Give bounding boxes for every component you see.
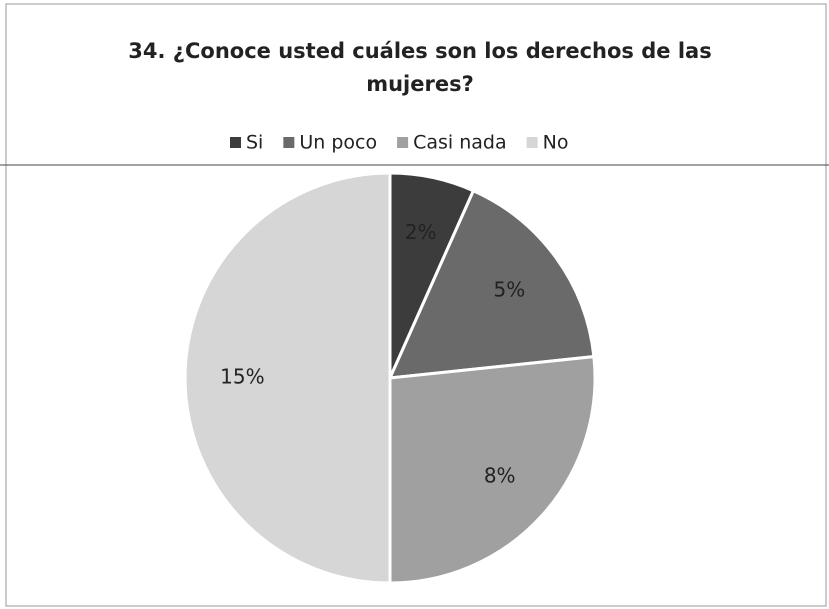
legend: Si Un poco Casi nada No	[230, 132, 568, 154]
data-label: 8%	[484, 463, 516, 487]
legend-label: Un poco	[299, 132, 377, 154]
legend-swatch	[397, 137, 409, 148]
data-label: 2%	[405, 220, 437, 244]
pie-slice	[183, 171, 392, 585]
pie	[183, 171, 597, 585]
legend-swatch	[230, 137, 241, 148]
legend-label: Si	[246, 132, 263, 154]
legend-label: No	[543, 132, 569, 154]
data-label: 5%	[494, 278, 526, 302]
title-box: 34. ¿Conoce usted cuáles son los derecho…	[128, 39, 712, 96]
legend-swatch	[283, 137, 295, 148]
labels: 2% 5% 8% 15%	[220, 220, 525, 487]
data-label: 15%	[220, 365, 264, 389]
pie-slice	[387, 188, 596, 380]
legend-label: Casi nada	[413, 132, 507, 154]
legend-swatch	[526, 137, 538, 148]
chart-title: 34. ¿Conoce usted cuáles son los derecho…	[128, 39, 712, 96]
pie-slice	[388, 354, 597, 585]
